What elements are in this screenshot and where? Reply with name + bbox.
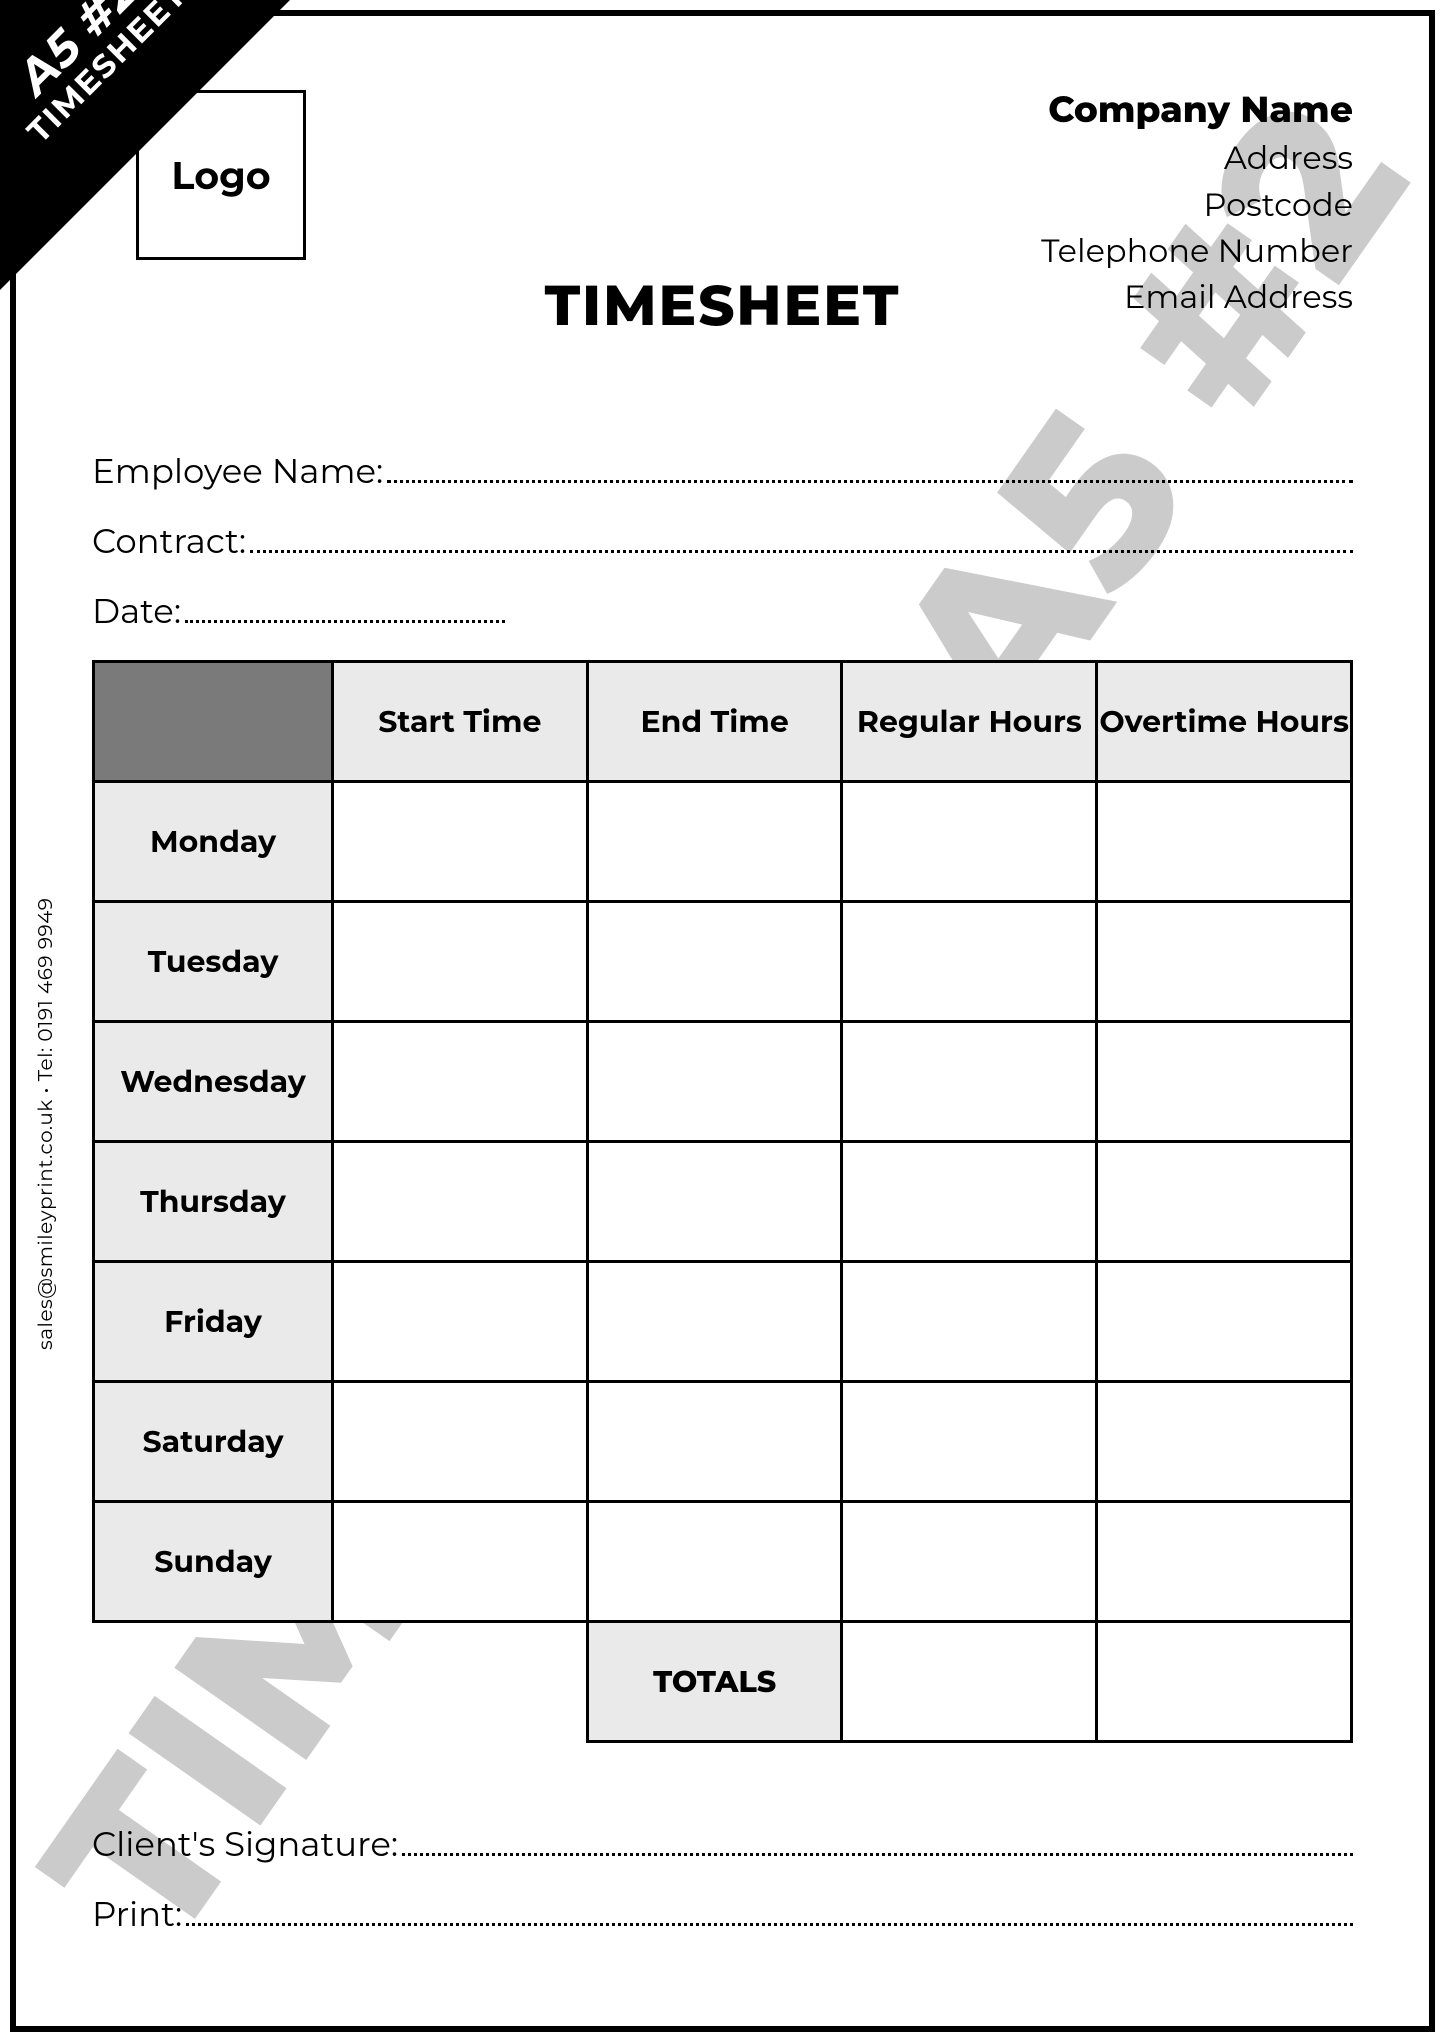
day-saturday: Saturday: [94, 1381, 333, 1501]
cell-input[interactable]: [842, 1381, 1097, 1501]
table-row: Thursday: [94, 1141, 1352, 1261]
table-row: Monday: [94, 781, 1352, 901]
cell-input[interactable]: [842, 1021, 1097, 1141]
cell-input[interactable]: [1097, 781, 1352, 901]
cell-input[interactable]: [587, 901, 842, 1021]
cell-input[interactable]: [587, 1381, 842, 1501]
cell-input[interactable]: [1097, 1381, 1352, 1501]
cell-input[interactable]: [587, 1501, 842, 1621]
day-thursday: Thursday: [94, 1141, 333, 1261]
cell-input[interactable]: [842, 781, 1097, 901]
table-row: Friday: [94, 1261, 1352, 1381]
table-header-row: Start Time End Time Regular Hours Overti…: [94, 661, 1352, 781]
page-content: Logo Company Name Address Postcode Telep…: [16, 16, 1429, 2026]
signature-block: Client's Signature: Print:: [92, 1823, 1353, 1935]
col-regular-hours: Regular Hours: [842, 661, 1097, 781]
table-row: Wednesday: [94, 1021, 1352, 1141]
totals-empty-cell: [333, 1621, 588, 1741]
company-address: Address: [1041, 136, 1353, 182]
print-line[interactable]: [186, 1897, 1353, 1926]
col-overtime-hours: Overtime Hours: [1097, 661, 1352, 781]
totals-label: TOTALS: [587, 1621, 842, 1741]
field-contract: Contract:: [92, 520, 1353, 562]
cell-input[interactable]: [333, 1141, 588, 1261]
table-body: Monday Tuesday Wednesday T: [94, 781, 1352, 1741]
col-start-time: Start Time: [333, 661, 588, 781]
cell-input[interactable]: [842, 1141, 1097, 1261]
field-date: Date:: [92, 590, 1353, 632]
cell-input[interactable]: [1097, 1261, 1352, 1381]
field-client-signature: Client's Signature:: [92, 1823, 1353, 1865]
cell-input[interactable]: [1097, 901, 1352, 1021]
day-wednesday: Wednesday: [94, 1021, 333, 1141]
cell-input[interactable]: [1097, 1501, 1352, 1621]
col-end-time: End Time: [587, 661, 842, 781]
cell-input[interactable]: [333, 1261, 588, 1381]
field-employee: Employee Name:: [92, 450, 1353, 492]
company-postcode: Postcode: [1041, 183, 1353, 229]
table-corner-cell: [94, 661, 333, 781]
table-row: Tuesday: [94, 901, 1352, 1021]
cell-input[interactable]: [587, 1141, 842, 1261]
cell-input[interactable]: [587, 1021, 842, 1141]
date-label: Date:: [92, 590, 181, 632]
table-totals-row: TOTALS: [94, 1621, 1352, 1741]
cell-input[interactable]: [333, 781, 588, 901]
table-row: Sunday: [94, 1501, 1352, 1621]
company-phone: Telephone Number: [1041, 229, 1353, 275]
timesheet-table: Start Time End Time Regular Hours Overti…: [92, 660, 1353, 1743]
day-sunday: Sunday: [94, 1501, 333, 1621]
cell-input[interactable]: [842, 1501, 1097, 1621]
client-signature-label: Client's Signature:: [92, 1823, 398, 1865]
table-row: Saturday: [94, 1381, 1352, 1501]
cell-input[interactable]: [333, 901, 588, 1021]
print-label: Print:: [92, 1893, 182, 1935]
cell-input[interactable]: [1097, 1141, 1352, 1261]
totals-overtime-input[interactable]: [1097, 1621, 1352, 1741]
cell-input[interactable]: [587, 1261, 842, 1381]
totals-empty-cell: [94, 1621, 333, 1741]
day-tuesday: Tuesday: [94, 901, 333, 1021]
employee-label: Employee Name:: [92, 450, 383, 492]
totals-regular-input[interactable]: [842, 1621, 1097, 1741]
employee-input-line[interactable]: [387, 454, 1353, 483]
day-friday: Friday: [94, 1261, 333, 1381]
field-print: Print:: [92, 1893, 1353, 1935]
side-contact-text: sales@smileyprint.co.uk • Tel: 0191 469 …: [34, 898, 58, 1350]
cell-input[interactable]: [333, 1501, 588, 1621]
client-signature-line[interactable]: [402, 1827, 1353, 1856]
cell-input[interactable]: [587, 781, 842, 901]
company-name: Company Name: [1041, 84, 1353, 136]
cell-input[interactable]: [842, 901, 1097, 1021]
cell-input[interactable]: [842, 1261, 1097, 1381]
contract-label: Contract:: [92, 520, 246, 562]
form-fields: Employee Name: Contract: Date:: [92, 450, 1353, 632]
day-monday: Monday: [94, 781, 333, 901]
contract-input-line[interactable]: [250, 524, 1353, 553]
cell-input[interactable]: [1097, 1021, 1352, 1141]
date-input-line[interactable]: [185, 594, 505, 623]
cell-input[interactable]: [333, 1381, 588, 1501]
cell-input[interactable]: [333, 1021, 588, 1141]
